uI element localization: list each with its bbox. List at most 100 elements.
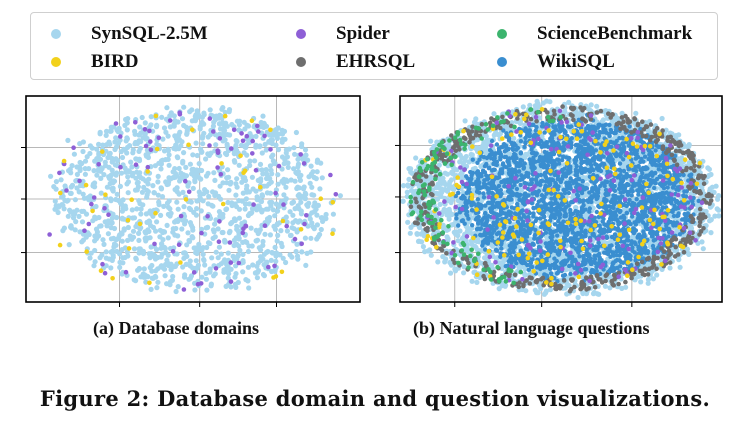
data-point [236, 122, 242, 128]
data-point [240, 269, 246, 275]
data-point [267, 163, 273, 169]
data-point [311, 203, 317, 209]
data-point [444, 234, 450, 240]
data-point [258, 247, 264, 253]
data-point [103, 249, 109, 255]
data-point [129, 236, 135, 242]
data-point [100, 237, 106, 243]
data-point [204, 287, 210, 293]
data-point [108, 265, 114, 271]
data-point [588, 102, 594, 108]
data-point [254, 238, 260, 244]
data-point [260, 171, 266, 177]
data-point [273, 126, 279, 133]
data-point [187, 275, 193, 281]
data-point [143, 279, 149, 285]
data-point [500, 260, 506, 266]
data-point [201, 112, 207, 118]
data-point [107, 128, 113, 134]
data-point [575, 294, 581, 301]
data-point [304, 213, 309, 218]
data-point [213, 142, 219, 148]
data-point [181, 274, 188, 280]
data-point [315, 234, 321, 240]
data-point [226, 230, 232, 236]
data-point [148, 139, 153, 144]
data-point [110, 276, 115, 281]
data-point [124, 136, 130, 142]
data-point [175, 206, 181, 212]
legend-marker-sciencebenchmark [497, 29, 507, 39]
data-point [303, 152, 309, 158]
data-point [273, 253, 279, 259]
data-point [103, 132, 109, 138]
data-point [275, 208, 281, 214]
data-point [197, 193, 203, 199]
data-point [406, 176, 412, 182]
data-point [173, 142, 179, 148]
data-point [82, 228, 87, 233]
data-point [659, 115, 665, 122]
data-point [250, 151, 255, 156]
data-point [125, 179, 131, 185]
data-point [440, 254, 446, 260]
data-point [279, 178, 285, 184]
data-point [292, 178, 298, 184]
data-point [175, 233, 181, 239]
data-point [155, 179, 161, 185]
data-point [180, 264, 186, 270]
data-point [241, 119, 247, 125]
data-point [180, 158, 186, 164]
data-point [707, 187, 713, 193]
data-point [257, 161, 264, 167]
data-point [451, 229, 457, 235]
data-point [295, 156, 301, 162]
data-point [181, 204, 187, 210]
data-point [176, 146, 182, 152]
data-point [269, 132, 275, 138]
data-point [284, 228, 290, 234]
legend-item-bird: BIRD [51, 51, 139, 73]
data-point [103, 192, 108, 197]
data-point [281, 192, 287, 198]
data-point [650, 276, 656, 282]
data-point [94, 156, 100, 162]
data-point [211, 273, 217, 279]
axis-ticks [395, 144, 633, 307]
data-point [77, 159, 83, 166]
data-point [238, 153, 243, 158]
data-point [295, 164, 301, 170]
data-point [71, 145, 76, 150]
data-point [133, 120, 138, 125]
data-point [455, 238, 461, 244]
data-point [230, 253, 236, 259]
data-point [121, 146, 127, 152]
data-point [200, 120, 206, 126]
data-point [478, 198, 484, 204]
data-point [253, 168, 259, 173]
data-point [280, 218, 286, 224]
data-point [496, 260, 502, 266]
data-point [181, 150, 187, 156]
data-point [93, 203, 99, 210]
data-point [294, 229, 300, 235]
data-point [302, 235, 308, 241]
data-point [114, 191, 120, 197]
data-point [294, 253, 301, 259]
data-point [707, 218, 713, 224]
data-point [190, 127, 195, 132]
data-point [91, 195, 97, 200]
data-point [175, 284, 181, 290]
data-point [623, 284, 629, 290]
data-point [293, 129, 299, 136]
data-point [288, 177, 294, 183]
data-point [154, 122, 160, 128]
data-point [292, 236, 298, 242]
data-point [165, 235, 171, 241]
data-point [121, 226, 127, 232]
legend-marker-ehrsql [296, 57, 306, 67]
data-point [117, 264, 123, 270]
data-point [451, 166, 457, 172]
data-point [323, 211, 329, 218]
data-point [233, 271, 239, 277]
